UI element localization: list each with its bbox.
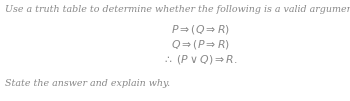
Text: $Q \Rightarrow (P \Rightarrow R)$: $Q \Rightarrow (P \Rightarrow R)$ [170, 38, 230, 51]
Text: State the answer and explain why.: State the answer and explain why. [5, 79, 170, 88]
Text: $\therefore\ (P \vee Q) \Rightarrow R.$: $\therefore\ (P \vee Q) \Rightarrow R.$ [162, 53, 238, 66]
Text: Use a truth table to determine whether the following is a valid argument:: Use a truth table to determine whether t… [5, 5, 350, 14]
Text: $P \Rightarrow (Q \Rightarrow R)$: $P \Rightarrow (Q \Rightarrow R)$ [170, 23, 230, 36]
